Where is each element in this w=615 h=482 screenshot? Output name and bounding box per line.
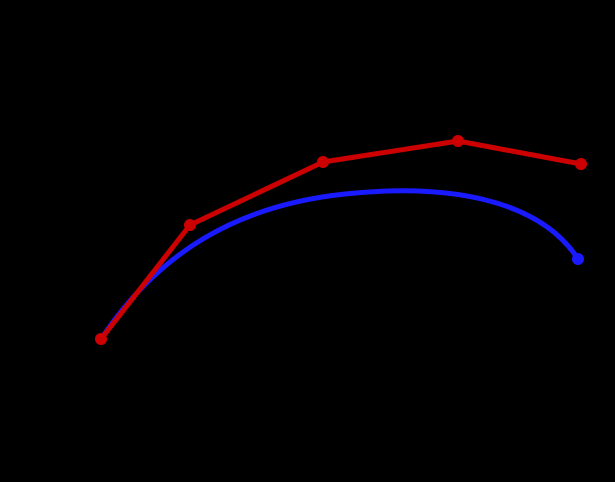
point-label-a3: A3: [426, 68, 474, 123]
point-label-a4-letter: A: [543, 82, 573, 128]
x-axis-arrowhead: [543, 429, 589, 465]
smooth-curve: [98, 188, 581, 342]
point-label-a3-letter: A: [426, 68, 456, 114]
curve-end-point: [572, 253, 584, 265]
point-a0-marker: [95, 333, 107, 345]
point-label-a1-sub: 1: [157, 177, 175, 210]
point-a3-marker: [452, 135, 464, 147]
point-a4-marker: [575, 158, 587, 170]
point-label-a2: A2: [274, 89, 322, 144]
polyline-path: [99, 138, 582, 341]
point-label-a0: A0: [53, 267, 101, 322]
point-label-a1-letter: A: [127, 155, 157, 201]
point-label-a0-sub: 0: [83, 289, 101, 322]
point-a2-marker: [317, 156, 329, 168]
point-label-a4: A4: [543, 82, 591, 137]
point-label-a2-sub: 2: [304, 111, 322, 144]
point-label-a4-sub: 4: [573, 104, 591, 137]
point-label-a0-letter: A: [53, 267, 83, 313]
axes: [26, 23, 589, 475]
point-label-a1: A1: [127, 155, 175, 210]
polyline-points: [95, 135, 587, 345]
point-label-a2-letter: A: [274, 89, 304, 135]
point-label-a3-sub: 3: [456, 90, 474, 123]
point-labels: A0 A1 A2 A3 A4: [53, 68, 591, 322]
y-axis-arrowhead: [26, 23, 62, 69]
point-a1-marker: [184, 219, 196, 231]
